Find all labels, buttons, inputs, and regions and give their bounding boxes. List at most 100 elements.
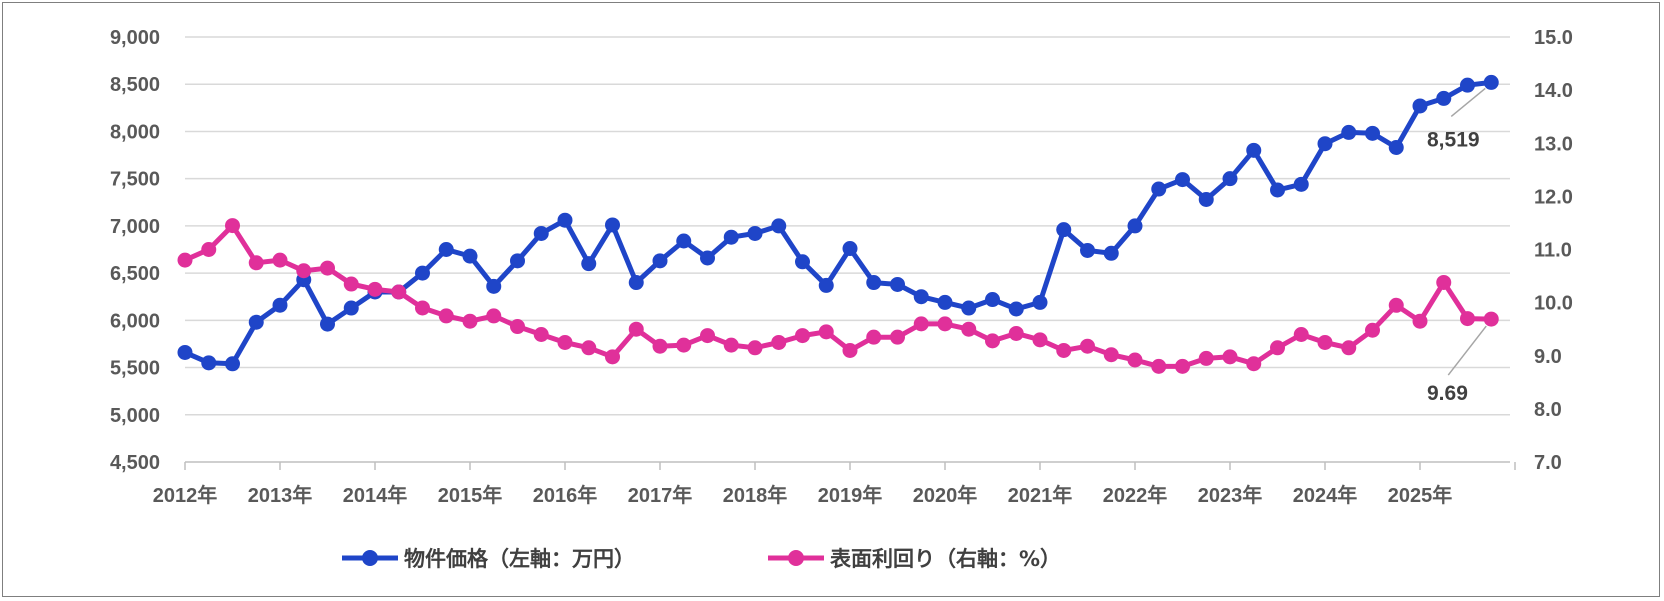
series-price <box>177 74 1499 372</box>
data-point <box>961 321 977 337</box>
x-axis-tick-label: 2020年 <box>913 483 978 507</box>
left-axis-tick-label: 8,500 <box>110 74 160 96</box>
data-point <box>961 300 977 316</box>
data-point <box>343 300 359 316</box>
data-point <box>1341 340 1357 356</box>
data-point <box>533 225 549 241</box>
right-axis-tick-label: 13.0 <box>1534 133 1573 155</box>
legend: 物件価格（左軸：万円） 表面利回り（右軸：%） <box>342 547 1061 571</box>
legend-label-price: 物件価格（左軸：万円） <box>404 547 635 571</box>
x-axis-tick-label: 2014年 <box>343 483 408 507</box>
data-point <box>1293 176 1309 192</box>
data-point <box>225 356 240 372</box>
left-axis-tick-label: 8,000 <box>110 121 160 143</box>
right-axis-tick-label: 9.0 <box>1534 346 1562 368</box>
right-axis-tick-label: 10.0 <box>1534 293 1573 315</box>
left-axis-tick-label: 6,000 <box>110 310 160 332</box>
data-point <box>1365 125 1380 141</box>
data-point <box>1388 140 1404 155</box>
x-axis-tick-label: 2017年 <box>628 483 693 507</box>
data-point <box>1270 340 1285 356</box>
x-axis-tick-label: 2016年 <box>533 483 598 507</box>
data-point <box>771 334 787 350</box>
data-point <box>700 250 715 266</box>
x-axis-tick-label: 2025年 <box>1388 483 1453 507</box>
data-point <box>201 242 217 257</box>
data-point <box>177 252 193 268</box>
data-point <box>937 316 953 332</box>
x-axis-tick-label: 2015年 <box>438 483 503 507</box>
data-point <box>1483 74 1499 90</box>
data-point <box>367 281 383 297</box>
data-point <box>391 284 407 300</box>
legend-marker-yield <box>788 550 804 566</box>
data-point <box>1175 172 1190 188</box>
leader-line-price <box>1450 87 1486 118</box>
data-point <box>296 263 312 279</box>
x-axis-tick-label: 2018年 <box>723 483 788 507</box>
data-point <box>913 316 929 332</box>
data-point <box>842 241 858 257</box>
data-point <box>462 313 478 329</box>
legend-item-price: 物件価格（左軸：万円） <box>342 547 635 571</box>
data-point <box>581 256 597 272</box>
data-point <box>320 316 335 332</box>
data-point <box>605 349 620 365</box>
data-point <box>1127 352 1143 368</box>
data-point <box>628 321 644 337</box>
data-point <box>486 308 502 324</box>
data-point <box>510 253 525 269</box>
data-point <box>937 294 953 310</box>
data-point <box>272 252 288 268</box>
data-point <box>581 340 597 356</box>
data-point <box>557 334 573 350</box>
data-point <box>652 253 668 269</box>
data-point <box>1317 334 1333 350</box>
x-axis-tick-label: 2023年 <box>1198 483 1263 507</box>
data-point <box>1103 347 1119 363</box>
data-point <box>1103 245 1119 261</box>
data-point <box>177 344 193 360</box>
data-point <box>700 328 715 344</box>
data-point <box>1032 332 1048 348</box>
left-axis-tick-labels: 4,500 5,000 5,500 6,000 6,500 7,000 7,500 8,000… <box>110 27 160 474</box>
data-point <box>272 297 288 313</box>
data-point <box>1412 313 1428 329</box>
legend-marker-price <box>362 550 378 566</box>
data-point <box>415 300 430 316</box>
data-labels: 8,519 9.69 <box>1427 87 1487 405</box>
data-point <box>557 212 573 228</box>
data-point <box>913 289 929 305</box>
x-axis-tick-label: 2022年 <box>1103 483 1168 507</box>
data-point <box>1127 218 1143 234</box>
data-point <box>676 337 692 353</box>
data-point <box>201 355 217 371</box>
series-layer <box>177 74 1499 374</box>
data-point <box>1175 358 1190 374</box>
data-point <box>866 329 882 345</box>
data-point <box>248 255 264 271</box>
data-point <box>1293 327 1309 342</box>
x-axis-tick-label: 2012年 <box>153 483 218 507</box>
legend-label-yield: 表面利回り（右軸：%） <box>830 547 1061 571</box>
data-point <box>1388 297 1404 313</box>
data-point <box>652 338 668 354</box>
data-point <box>771 218 787 234</box>
data-point <box>723 229 739 245</box>
data-point <box>1222 171 1238 187</box>
data-point <box>1317 136 1333 152</box>
data-point <box>248 314 264 330</box>
data-point <box>1198 191 1214 207</box>
data-point <box>866 275 882 291</box>
x-axis-tick-labels: 2012年 2013年 2014年 2015年 2016年 2017年 2018年 2019年… <box>153 483 1453 507</box>
data-point <box>533 327 549 342</box>
legend-item-yield: 表面利回り（右軸：%） <box>768 547 1061 571</box>
data-point <box>225 218 240 234</box>
data-point <box>486 278 502 294</box>
axes <box>184 461 1516 470</box>
data-point <box>1222 349 1238 365</box>
data-point <box>1151 181 1167 197</box>
data-point <box>438 242 454 257</box>
data-point <box>628 275 644 291</box>
